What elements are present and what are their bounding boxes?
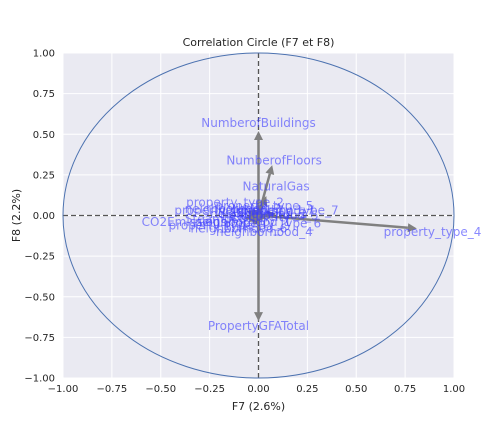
- y-tick-label: 0.50: [33, 130, 55, 141]
- y-axis-label: F8 (2.2%): [10, 189, 23, 242]
- variable-label: property_type_7: [241, 204, 339, 218]
- loading-arrow: [258, 214, 408, 230]
- y-tick-label: −0.50: [24, 292, 55, 303]
- x-tick-label: 0.25: [296, 384, 318, 395]
- variable-label: property_type_6: [223, 217, 321, 231]
- x-axis-label: F7 (2.6%): [232, 400, 285, 413]
- loading-arrow-head: [407, 223, 417, 233]
- y-axis-ticks: −1.00 −0.75 −0.50 −0.25 0.00 0.25 0.50 0.75 1.00: [24, 49, 55, 385]
- variable-label: property_type_5: [215, 199, 313, 213]
- variable-label: neighborhood_5: [222, 209, 319, 223]
- chart-title: Correlation Circle (F7 et F8): [183, 36, 335, 49]
- variable-label: property_type_2: [186, 196, 284, 210]
- x-tick-label: 0.75: [394, 384, 416, 395]
- loading-arrow-head: [266, 210, 277, 220]
- variable-label: property_type_1: [174, 204, 272, 218]
- variable-label: Electricity: [231, 210, 291, 224]
- y-tick-label: 0.25: [33, 170, 55, 181]
- y-tick-label: 0.75: [33, 89, 55, 100]
- variable-label: NumberofBuildings: [201, 116, 315, 130]
- y-tick-label: 0.00: [33, 211, 55, 222]
- x-tick-label: −0.25: [194, 384, 225, 395]
- loading-arrow-head: [244, 212, 255, 222]
- variable-label: neighborhood_2: [210, 207, 307, 221]
- y-tick-label: −0.25: [24, 252, 55, 263]
- variable-label: SteamUse: [185, 212, 246, 226]
- loading-arrow-head: [254, 131, 263, 140]
- x-tick-label: −0.75: [97, 384, 128, 395]
- variable-label: neighborhood_7: [218, 204, 315, 218]
- x-tick-label: 0.50: [345, 384, 367, 395]
- x-tick-label: 1.00: [443, 384, 465, 395]
- x-tick-label: −0.50: [145, 384, 176, 395]
- variable-label: neighborhood_1: [194, 215, 291, 229]
- variable-label: NaturalGas: [243, 179, 310, 193]
- variable-label: PropertyGFATotal: [208, 319, 309, 333]
- variable-label: property_type_4: [384, 225, 482, 239]
- y-tick-label: 1.00: [33, 49, 55, 60]
- x-tick-label: −1.00: [48, 384, 79, 395]
- variable-label: NumberofFloors: [226, 153, 322, 167]
- loading-arrow-head: [255, 213, 263, 221]
- x-axis-ticks: −1.00 −0.75 −0.50 −0.25 0.00 0.25 0.50 0.75 1.00: [48, 384, 465, 395]
- variable-label: neighborhood_4: [216, 225, 313, 239]
- y-tick-label: −1.00: [24, 374, 55, 385]
- unit-circle-outline: [62, 52, 455, 379]
- loading-arrow-head: [265, 165, 275, 175]
- loading-arrow-head: [254, 312, 263, 322]
- variable-label: neighborhood_3: [185, 202, 282, 216]
- loading-arrows: [244, 131, 417, 322]
- variable-labels: NumberofBuildings NumberofFloors NaturalGa…: [142, 116, 482, 333]
- unit-circle: [62, 52, 455, 379]
- loading-arrow-head: [258, 196, 268, 207]
- variable-label: property_type_3: [169, 218, 267, 232]
- y-tick-label: −0.75: [24, 333, 55, 344]
- x-tick-label: 0.00: [247, 384, 269, 395]
- variable-label: CO2Emissions: [142, 215, 227, 229]
- variable-label: neighborhood_6: [191, 222, 288, 236]
